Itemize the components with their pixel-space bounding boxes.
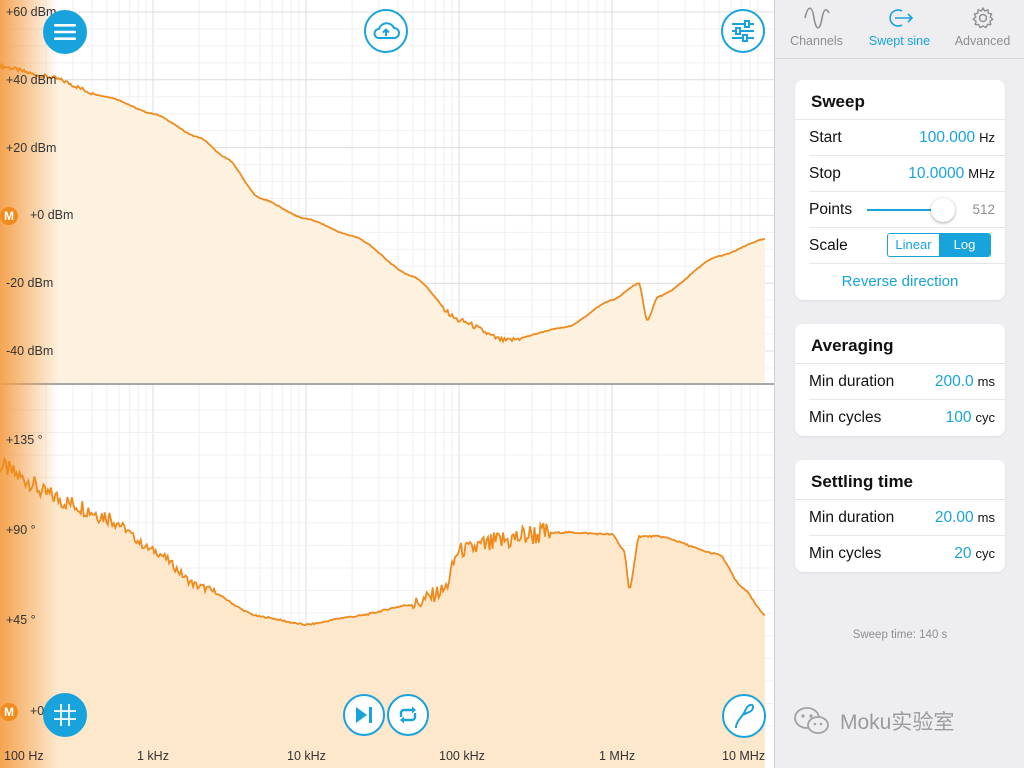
play-step-icon: [356, 707, 372, 723]
menu-icon: [54, 24, 76, 40]
loop-button[interactable]: [387, 694, 429, 736]
tab-advanced-label: Advanced: [954, 34, 1011, 48]
menu-button[interactable]: [43, 10, 87, 54]
sweep-scale-label: Scale: [809, 237, 848, 254]
wechat-icon: [794, 707, 829, 734]
marker-mag[interactable]: M: [0, 207, 18, 225]
settling-cycles-row[interactable]: Min cycles 20 cyc: [809, 536, 1005, 572]
x-label-1khz: 1 kHz: [137, 749, 169, 763]
averaging-title: Averaging: [795, 324, 1005, 364]
sweep-points-row: Points 512: [809, 192, 1005, 228]
phase-label-135: +135 °: [6, 433, 43, 447]
marker-phase[interactable]: M: [0, 703, 18, 721]
phase-label-0: +0: [30, 704, 45, 718]
mag-label-40: +40 dBm: [6, 73, 57, 87]
probe-icon: [735, 703, 755, 728]
magnitude-trace: [0, 62, 765, 344]
scale-linear-option[interactable]: Linear: [888, 234, 939, 256]
sweep-start-label: Start: [809, 129, 842, 146]
swept-sine-icon: [888, 9, 913, 27]
x-label-1mhz: 1 MHz: [599, 749, 636, 763]
averaging-card: Averaging Min duration 200.0 ms Min cycle…: [795, 324, 1005, 436]
sweep-time-text: Sweep time: 140 s: [852, 629, 948, 641]
mag-label-0: +0 dBm: [30, 208, 74, 222]
magnitude-fill: [0, 64, 765, 383]
single-step-button[interactable]: [343, 694, 385, 736]
watermark-text: Moku实验室: [840, 711, 955, 734]
x-label-100hz: 100 Hz: [4, 749, 44, 763]
sweep-stop-row[interactable]: Stop 10.0000 MHz: [809, 156, 1005, 192]
settling-title: Settling time: [795, 460, 1005, 500]
sweep-start-value[interactable]: 100.000: [919, 129, 976, 146]
phase-label-45: +45 °: [6, 613, 36, 627]
mag-label-20: +20 dBm: [6, 141, 57, 155]
settings-button[interactable]: [721, 9, 765, 53]
waveform-icon: [803, 7, 830, 29]
tab-bar: Channels Swept sine Advanced: [775, 0, 1024, 59]
points-slider-thumb[interactable]: [931, 198, 955, 222]
sweep-start-row[interactable]: Start 100.000 Hz: [809, 120, 1005, 156]
probe-button[interactable]: [722, 694, 766, 738]
averaging-duration-label: Min duration: [809, 373, 895, 390]
reverse-direction-button[interactable]: Reverse direction: [841, 273, 959, 290]
x-label-10mhz: 10 MHz: [722, 749, 766, 763]
settling-cycles-value[interactable]: 20: [954, 545, 972, 562]
tab-channels-label: Channels: [790, 34, 843, 48]
x-label-10khz: 10 kHz: [287, 749, 326, 763]
settling-duration-unit: ms: [977, 510, 995, 525]
scale-segmented-control[interactable]: Linear Log: [887, 233, 991, 257]
averaging-duration-unit: ms: [977, 374, 995, 389]
watermark: Moku实验室: [792, 706, 954, 736]
sweep-stop-unit: MHz: [968, 166, 995, 181]
tab-swept-sine[interactable]: Swept sine: [858, 4, 941, 48]
upload-button[interactable]: [364, 9, 408, 53]
settling-cycles-unit: cyc: [975, 546, 996, 561]
averaging-cycles-unit: cyc: [975, 410, 996, 425]
left-edge-glow: [0, 0, 58, 768]
phase-trace: [0, 456, 766, 627]
x-label-100khz: 100 kHz: [439, 749, 485, 763]
grid-icon: [54, 704, 76, 726]
averaging-cycles-label: Min cycles: [809, 409, 882, 426]
averaging-cycles-row[interactable]: Min cycles 100 cyc: [809, 400, 1005, 436]
sweep-title: Sweep: [795, 80, 1005, 120]
settling-cycles-label: Min cycles: [809, 545, 882, 562]
points-slider-track[interactable]: [867, 209, 941, 211]
settling-duration-value[interactable]: 20.00: [934, 509, 974, 526]
tab-advanced[interactable]: Advanced: [941, 4, 1024, 48]
averaging-duration-row[interactable]: Min duration 200.0 ms: [809, 364, 1005, 400]
sweep-points-label: Points: [809, 201, 853, 218]
repeat-icon: [399, 706, 417, 724]
sweep-start-unit: Hz: [979, 130, 995, 145]
mag-label-60: +60 dBm: [6, 5, 57, 19]
cloud-upload-icon: [373, 22, 400, 39]
sweep-points-value: 512: [972, 202, 995, 217]
phase-label-90: +90 °: [6, 523, 36, 537]
sweep-stop-value[interactable]: 10.0000: [908, 165, 965, 182]
sweep-stop-label: Stop: [809, 165, 841, 182]
tab-channels[interactable]: Channels: [775, 4, 858, 48]
averaging-cycles-value[interactable]: 100: [945, 409, 972, 426]
phase-fill: [0, 459, 765, 768]
sweep-card: Sweep Start 100.000 Hz Stop 10.0000 MHz Po…: [795, 80, 1005, 300]
scale-log-option[interactable]: Log: [939, 234, 990, 256]
sliders-icon: [732, 20, 754, 42]
gear-icon: [972, 7, 993, 29]
sweep-scale-row: Scale Linear Log: [809, 228, 1005, 264]
settling-card: Settling time Min duration 20.00 ms Min c…: [795, 460, 1005, 572]
settling-duration-label: Min duration: [809, 509, 895, 526]
tab-swept-sine-label: Swept sine: [868, 34, 931, 48]
mag-label-neg20: -20 dBm: [6, 276, 54, 290]
bode-plot[interactable]: [0, 0, 774, 768]
settling-duration-row[interactable]: Min duration 20.00 ms: [809, 500, 1005, 536]
mag-label-neg40: -40 dBm: [6, 344, 54, 358]
averaging-duration-value[interactable]: 200.0: [934, 373, 974, 390]
settings-panel: Channels Swept sine Advanced Sweep Start…: [774, 0, 1024, 768]
grid-button[interactable]: [43, 693, 87, 737]
